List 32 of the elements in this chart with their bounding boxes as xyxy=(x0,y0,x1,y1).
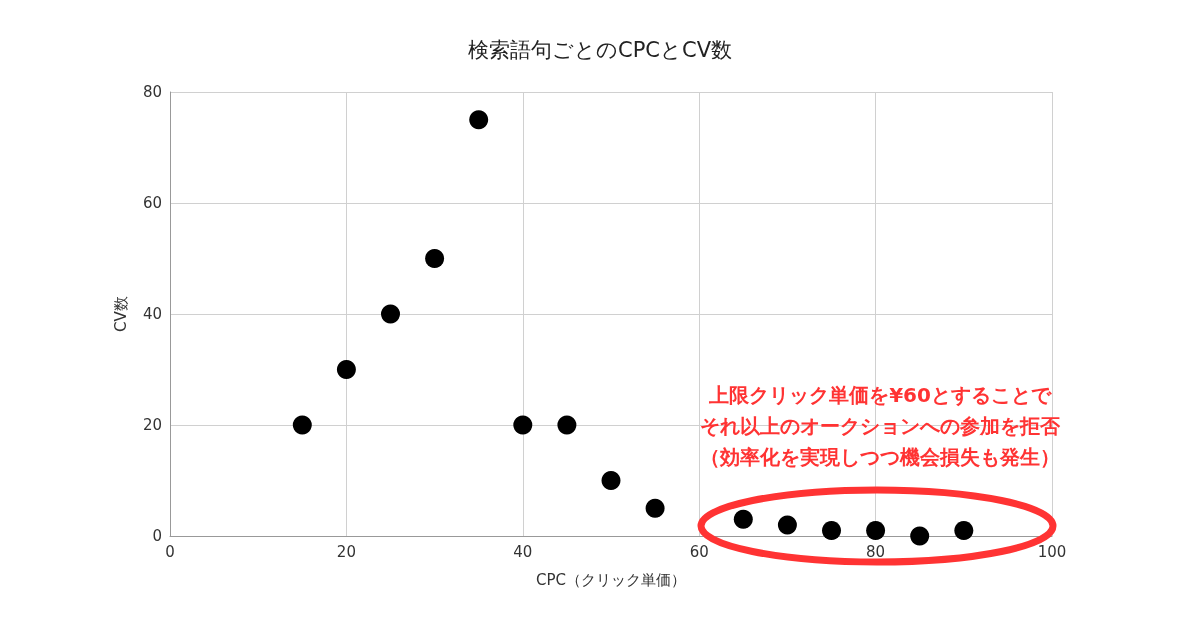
point xyxy=(469,110,489,130)
point xyxy=(645,498,665,518)
y-tick-label: 80 xyxy=(142,83,162,101)
point xyxy=(866,520,886,540)
point xyxy=(822,520,841,540)
point xyxy=(381,304,400,324)
point xyxy=(954,520,974,540)
chart-title: 検索語句ごとのCPCとCV数 xyxy=(467,37,733,62)
point xyxy=(601,471,621,490)
y-tick-label: 60 xyxy=(142,194,162,212)
annotation: （効率化を実現しつつ機会損失も発生） xyxy=(700,445,1060,469)
y-tick-label: 20 xyxy=(142,416,162,434)
x-axis-title: CPC（クリック単価） xyxy=(536,570,686,589)
y-tick-label: 0 xyxy=(152,527,162,545)
point xyxy=(733,509,753,529)
point xyxy=(292,415,312,435)
annotation: 上限クリック単価を¥60とすることで xyxy=(709,383,1051,407)
x-tick-label: 40 xyxy=(513,542,533,561)
x-tick-label: 100 xyxy=(1037,542,1067,561)
point xyxy=(513,415,533,435)
x-tick-label: 80 xyxy=(866,542,886,561)
point xyxy=(557,415,577,435)
point xyxy=(425,249,445,268)
point xyxy=(910,526,930,546)
x-tick-label: 60 xyxy=(689,542,709,561)
point xyxy=(777,515,797,535)
x-tick-label: 20 xyxy=(336,542,356,561)
point xyxy=(336,360,356,379)
y-axis-title: CV数 xyxy=(111,296,130,332)
x-tick-label: 0 xyxy=(165,542,175,561)
y-tick-label: 40 xyxy=(142,305,162,323)
annotation: それ以上のオークションへの参加を拒否 xyxy=(700,414,1060,438)
